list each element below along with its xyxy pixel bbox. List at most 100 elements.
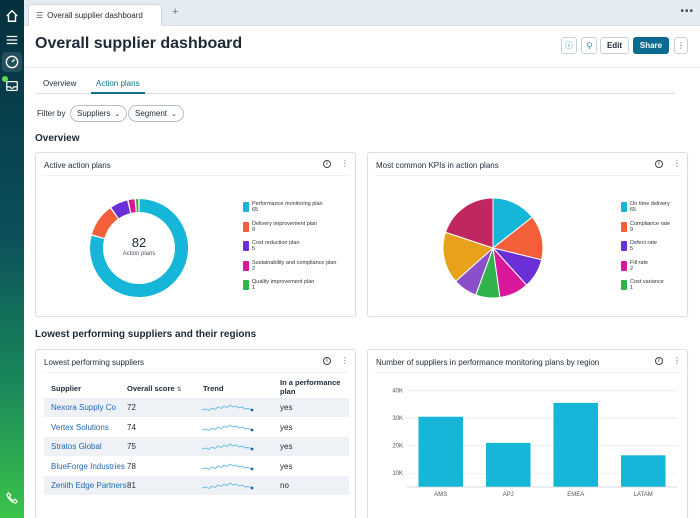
info-icon[interactable]: i [655, 160, 663, 168]
edit-button[interactable]: Edit [600, 37, 629, 54]
card-lowest-performing-suppliers: Lowest performing suppliers i ⋮ Supplier… [35, 349, 356, 518]
pie-slice[interactable] [444, 197, 494, 249]
more-options-button[interactable]: ⋮ [674, 37, 688, 54]
legend-item[interactable]: Cost variance 1 [621, 279, 670, 299]
trend-sparkline [202, 423, 254, 431]
column-header-overall-score[interactable]: Overall score ⇅ [127, 384, 182, 393]
card-title: Most common KPIs in action plans [376, 161, 499, 170]
left-nav-rail [0, 0, 24, 518]
dashboard-icon[interactable] [2, 52, 22, 72]
legend-label: Cost reduction plan [252, 240, 300, 246]
chevron-down-icon: ⌄ [114, 110, 121, 118]
donut-slice[interactable] [111, 200, 131, 219]
tab-overview[interactable]: Overview [43, 79, 77, 88]
add-tab-icon[interactable]: + [172, 6, 179, 18]
info-icon[interactable]: i [323, 357, 331, 365]
legend-label: Compliance rate [630, 220, 671, 227]
bar[interactable] [418, 416, 464, 487]
score-cell: 81 [127, 481, 136, 490]
info-icon[interactable]: i [655, 357, 663, 365]
main-content: Overall supplier dashboard ⌄ ⓘ Edit Shar… [24, 26, 700, 518]
bar[interactable] [620, 455, 666, 487]
legend-item[interactable]: Quality improvement plan 1 [243, 279, 336, 299]
column-header-supplier[interactable]: Supplier [51, 384, 82, 393]
trend-sparkline [202, 462, 254, 470]
bar[interactable] [485, 442, 531, 487]
table-row[interactable]: Stratos Global 75 yes [44, 437, 349, 456]
supplier-link[interactable]: BlueForge Industries [51, 461, 125, 471]
table-row[interactable]: Zenith Edge Partners 81 no [44, 476, 349, 495]
legend-label: Sustainability and compliance plan [252, 259, 337, 266]
legend-swatch [621, 202, 627, 212]
pie-chart [442, 197, 544, 299]
chip-label: Segment [135, 109, 168, 118]
x-tick-label: AMS [434, 492, 447, 498]
info-icon[interactable]: i [323, 160, 331, 168]
tab-overall-supplier-dashboard[interactable]: ☰ Overall supplier dashboard [28, 4, 162, 26]
legend-item[interactable]: Delivery improvement plan 9 [243, 221, 336, 241]
table-row[interactable]: Nexora Supply Co 72 yes [44, 398, 349, 417]
score-cell: 74 [127, 422, 136, 432]
supplier-link[interactable]: Zenith Edge Partners [51, 481, 127, 490]
pie-slice[interactable] [442, 231, 494, 283]
legend-item[interactable]: Fill rate 2 [621, 260, 670, 280]
phone-icon[interactable] [2, 488, 22, 508]
table-row[interactable]: Vertex Solutions 74 yes [44, 418, 349, 437]
legend-swatch [621, 280, 627, 290]
supplier-link[interactable]: Stratos Global [51, 442, 102, 451]
legend-value: 9 [630, 226, 634, 233]
kebab-icon[interactable]: ⋮ [341, 159, 349, 168]
kebab-icon[interactable]: ⋮ [673, 159, 681, 168]
chevron-down-icon[interactable]: ⌄ [223, 40, 231, 50]
card-title: Lowest performing suppliers [44, 358, 145, 367]
inbox-icon[interactable] [2, 76, 22, 96]
divider [42, 175, 349, 176]
more-icon[interactable]: ••• [680, 6, 694, 17]
x-tick-label: LATAM [634, 492, 653, 498]
bar[interactable] [553, 402, 599, 487]
legend-swatch [621, 260, 627, 271]
section-title-lowest: Lowest performing suppliers and their re… [35, 329, 257, 340]
legend-label: Quality improvement plan [252, 279, 315, 285]
legend-swatch [243, 260, 249, 271]
chevron-down-icon: ⌄ [171, 110, 177, 118]
legend-item[interactable]: Performance monitoring plan 65 [243, 201, 336, 221]
table-row[interactable]: BlueForge Industries 78 yes [44, 457, 349, 476]
legend: On time delivery 65 Compliance rate 9 Defect… [621, 201, 670, 299]
supplier-link[interactable]: Nexora Supply Co [51, 403, 116, 412]
sort-icon: ⇅ [176, 387, 182, 393]
kebab-icon[interactable]: ⋮ [341, 356, 349, 365]
donut-slice[interactable] [91, 208, 118, 238]
legend-item[interactable]: Compliance rate 9 [621, 221, 670, 241]
donut-slice[interactable] [135, 199, 139, 213]
notification-dot [2, 76, 8, 82]
donut-total: 82 [131, 235, 147, 250]
column-header-in-plan[interactable]: In a performance plan [280, 378, 341, 396]
info-icon: ⓘ [565, 41, 573, 50]
share-button[interactable]: Share [633, 37, 669, 54]
list-icon[interactable] [2, 30, 22, 50]
filter-chip-segment[interactable]: Segment ⌄ [128, 105, 184, 122]
score-cell: 78 [127, 461, 136, 471]
lightbulb-button[interactable] [581, 37, 597, 54]
legend-item[interactable]: On time delivery 65 [621, 201, 670, 221]
card-title: Number of suppliers in performance monit… [376, 358, 600, 367]
legend-label: Delivery improvement plan [252, 220, 318, 227]
filter-chip-suppliers[interactable]: Suppliers ⌄ [70, 105, 128, 122]
card-title: Active action plans [44, 161, 111, 170]
legend-item[interactable]: Defect rate 5 [621, 240, 670, 260]
column-header-trend[interactable]: Trend [203, 384, 224, 393]
y-tick-label: 30K [392, 416, 403, 422]
kebab-icon[interactable]: ⋮ [673, 356, 681, 365]
y-tick-label: 10K [392, 471, 403, 477]
legend-item[interactable]: Sustainability and compliance plan 2 [243, 260, 336, 280]
info-button[interactable]: ⓘ [561, 37, 577, 54]
supplier-link[interactable]: Vertex Solutions [51, 422, 109, 432]
tab-action-plans[interactable]: Action plans [91, 78, 145, 94]
home-icon[interactable] [2, 6, 22, 26]
donut-slice[interactable] [128, 199, 136, 213]
legend-item[interactable]: Cost reduction plan 5 [243, 240, 336, 260]
legend-label: Performance monitoring plan [252, 201, 323, 207]
y-tick-label: 20K [392, 444, 403, 450]
y-tick-label: 40K [392, 389, 403, 395]
